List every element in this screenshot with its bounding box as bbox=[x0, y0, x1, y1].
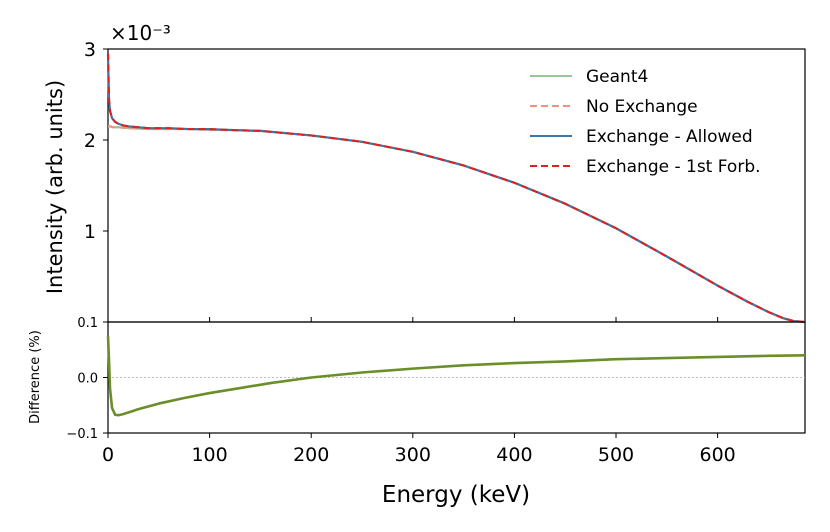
difference-panel: −0.1 0.0 0.1 0 100 200 300 400 500 600 Differenc… bbox=[28, 316, 806, 508]
main-y-tick-label: 1 bbox=[84, 221, 96, 243]
x-tick-label: 600 bbox=[699, 444, 735, 466]
main-y-tick-label: 3 bbox=[84, 39, 96, 61]
main-y-tick-label: 2 bbox=[84, 130, 96, 152]
x-axis-label: Energy (keV) bbox=[382, 482, 530, 508]
legend-label: Geant4 bbox=[586, 67, 648, 87]
legend-label: No Exchange bbox=[586, 97, 698, 117]
x-tick-label: 500 bbox=[598, 444, 634, 466]
difference-series-group bbox=[106, 335, 806, 417]
difference-y-ticks: −0.1 0.0 0.1 bbox=[66, 316, 108, 442]
main-plot-frame bbox=[107, 48, 806, 323]
main-panel: 1 2 3 ×10⁻³ Intensity (arb. units) Geant4 N… bbox=[43, 21, 806, 324]
main-x-ticks bbox=[107, 317, 719, 322]
x-tick-label: 200 bbox=[293, 444, 329, 466]
legend-entry-no-exchange: No Exchange bbox=[530, 97, 698, 117]
scale-label: ×10⁻³ bbox=[110, 21, 171, 45]
difference-y-tick-label: 0.1 bbox=[77, 316, 98, 331]
difference-y-tick-label: 0.0 bbox=[77, 372, 98, 387]
legend-label: Exchange - Allowed bbox=[586, 127, 753, 147]
main-y-ticks: 1 2 3 bbox=[84, 39, 108, 243]
main-series-group bbox=[106, 53, 806, 324]
difference-y-axis-label: Difference (%) bbox=[28, 330, 43, 424]
series-line-exchange-1st-forb bbox=[107, 53, 806, 323]
legend-entry-exchange-allowed: Exchange - Allowed bbox=[530, 127, 753, 147]
x-tick-label: 300 bbox=[395, 444, 431, 466]
series-line-exchange-allowed bbox=[106, 53, 806, 324]
series-line-geant4 bbox=[108, 125, 806, 324]
main-y-axis-label: Intensity (arb. units) bbox=[43, 80, 67, 294]
difference-x-ticks: 0 100 200 300 400 500 600 bbox=[102, 433, 736, 466]
difference-y-tick-label: −0.1 bbox=[66, 427, 98, 442]
x-tick-label: 400 bbox=[496, 444, 532, 466]
legend-entry-geant4: Geant4 bbox=[530, 67, 648, 87]
x-tick-label: 0 bbox=[102, 444, 114, 466]
series-line-no-exchange bbox=[108, 125, 806, 323]
legend: Geant4 No Exchange Exchange - Allowed Excha… bbox=[530, 67, 761, 177]
legend-entry-exchange-1st-forb: Exchange - 1st Forb. bbox=[530, 157, 761, 177]
legend-label: Exchange - 1st Forb. bbox=[586, 157, 761, 177]
difference-series-line bbox=[106, 335, 806, 417]
x-tick-label: 100 bbox=[191, 444, 227, 466]
